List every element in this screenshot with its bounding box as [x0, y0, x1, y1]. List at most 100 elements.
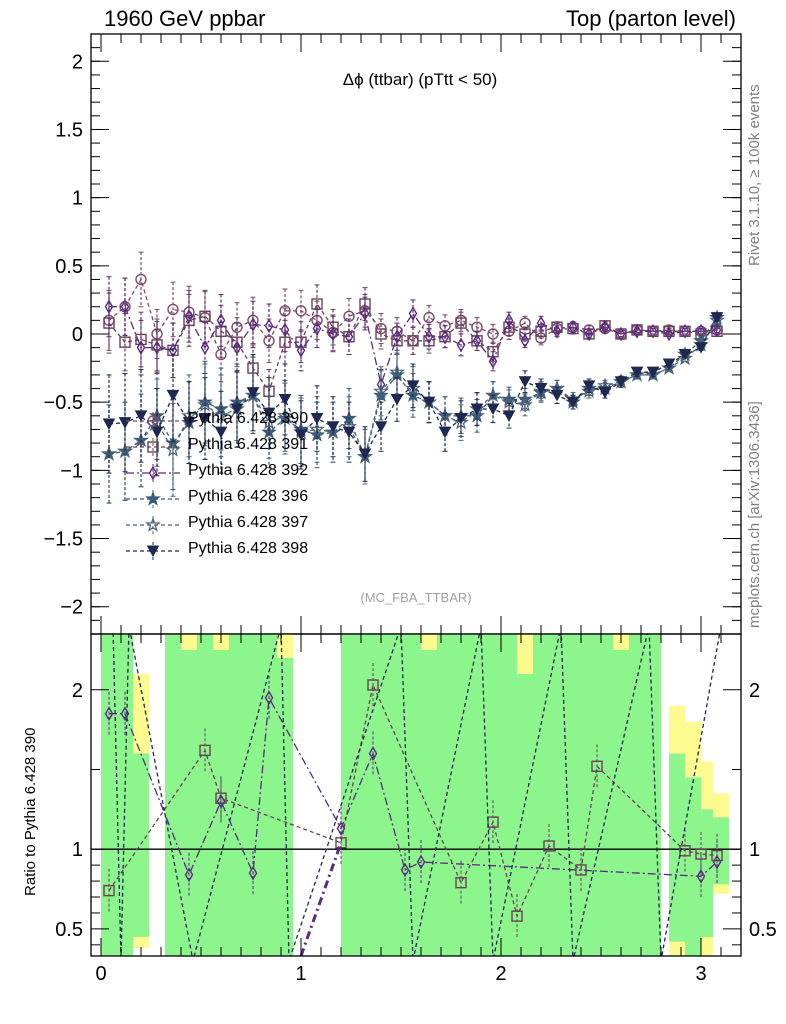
data-point: [440, 329, 450, 345]
inner-band: [437, 634, 453, 956]
ratio-axis-label: Ratio to Pythia 6.428 390: [22, 727, 39, 896]
ratio-point: [199, 744, 211, 757]
inner-band: [197, 634, 213, 956]
data-point: [166, 389, 180, 402]
uncertainty-bands: [101, 634, 729, 956]
data-point: [358, 448, 372, 461]
data-point: [632, 323, 642, 339]
ratio-y-tick-label-right: 0.5: [749, 919, 777, 941]
data-point: [230, 403, 244, 416]
data-point: [248, 317, 258, 332]
data-point: [662, 358, 676, 371]
ratio-point: [712, 854, 722, 870]
legend-marker: [147, 441, 159, 453]
y-tick-label: 1: [72, 188, 83, 210]
data-point: [630, 366, 644, 379]
ratio-point: [696, 868, 706, 884]
inner-band: [629, 634, 645, 956]
data-point: [135, 333, 147, 346]
legend-label-397: Pythia 6.428 397: [188, 514, 309, 531]
data-point: [231, 321, 243, 333]
ratio-point: [416, 854, 426, 870]
legend-marker: [148, 465, 158, 481]
ratio-series-392: [104, 675, 722, 899]
ratio-point: [104, 706, 114, 722]
analysis-watermark: (MC_FBA_TTBAR): [360, 590, 472, 605]
ratio-point: [455, 876, 467, 889]
inner-band: [597, 634, 613, 956]
data-point: [102, 418, 116, 431]
ratio-point: [103, 884, 115, 897]
main-panel: −2 −1.5 −1 −0.5 0 0.5 1 1.5 2: [44, 33, 742, 635]
legend-entry-398: Pythia 6.428 398: [120, 540, 380, 560]
data-point: [568, 319, 578, 335]
ratio-point: [695, 848, 707, 860]
data-point: [374, 421, 388, 433]
y-tick-label: −1.5: [44, 529, 83, 551]
legend-marker: [145, 490, 161, 506]
inner-band: [277, 657, 293, 956]
data-point: [389, 363, 405, 379]
legend-entry-397: Pythia 6.428 397: [120, 514, 380, 534]
data-point: [520, 333, 530, 349]
data-point: [342, 426, 356, 439]
data-point: [600, 319, 610, 335]
ratio-y-tick-label: 1: [72, 839, 83, 861]
data-point: [214, 426, 228, 439]
data-point: [488, 353, 498, 369]
ratio-point: [264, 690, 274, 706]
data-point: [566, 396, 580, 409]
inner-band: [701, 809, 713, 937]
legend-marker: [145, 516, 161, 532]
data-point: [664, 326, 674, 342]
data-point: [614, 376, 628, 388]
data-point: [407, 335, 419, 347]
data-point: [328, 326, 338, 342]
inner-band: [421, 649, 437, 956]
data-point: [470, 403, 484, 416]
data-point: [518, 376, 532, 388]
inner-band: [229, 634, 245, 956]
data-point: [167, 303, 179, 316]
data-point: [392, 329, 402, 345]
y-tick-label: 0: [72, 324, 83, 346]
inner-band: [181, 649, 197, 956]
data-point: [502, 410, 516, 422]
ratio-y-tick-label-right: 1: [749, 839, 760, 861]
legend-entry-391: Pythia 6.428 391: [120, 436, 380, 456]
ratio-point: [511, 910, 523, 922]
data-point: [197, 396, 213, 412]
ratio-point: [400, 862, 410, 878]
x-tick-label: 0: [95, 963, 106, 985]
data-point: [151, 339, 163, 351]
x-tick-label: 1: [295, 963, 306, 985]
data-point: [535, 332, 547, 344]
data-point: [312, 321, 322, 336]
data-point: [150, 426, 164, 439]
inner-band: [373, 634, 389, 956]
data-point: [504, 312, 514, 328]
legend-label-396: Pythia 6.428 396: [188, 488, 309, 505]
data-point: [422, 396, 436, 409]
data-point: [375, 328, 387, 340]
ratio-point: [367, 679, 379, 691]
ratio-point: [184, 867, 194, 883]
ratio-point: [487, 816, 499, 828]
data-point: [325, 423, 341, 439]
data-point: [232, 340, 242, 356]
legend-marker: [146, 545, 160, 558]
ratio-line: [108, 682, 718, 919]
ratio-point: [543, 840, 555, 852]
y-tick-label: 2: [72, 51, 83, 73]
ratio-point: [591, 760, 603, 773]
data-point: [584, 326, 594, 342]
data-point: [486, 403, 500, 416]
ratio-y-tick-label: 0.5: [55, 919, 83, 941]
legend-entry-390: Pythia 6.428 390: [120, 410, 380, 430]
data-point: [550, 389, 564, 402]
ratio-line: [109, 695, 718, 877]
data-point: [247, 314, 259, 327]
inner-band: [549, 634, 565, 956]
data-point: [294, 429, 308, 441]
